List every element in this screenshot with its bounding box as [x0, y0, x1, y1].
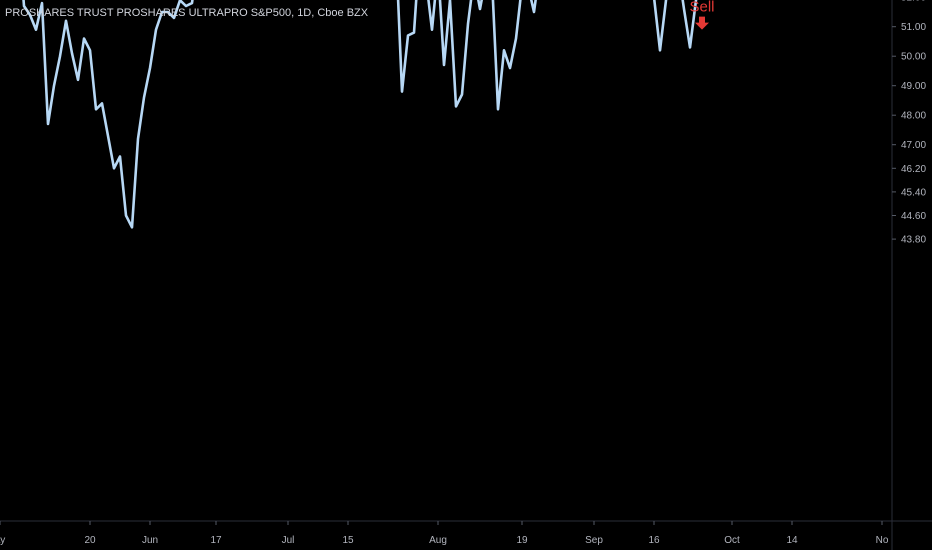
- annotations: BuySellBuy: [689, 0, 715, 30]
- price-tick-label: 47.00: [901, 140, 926, 151]
- price-tick-label: 50.00: [901, 52, 926, 63]
- time-tick-label: Aug: [429, 535, 447, 546]
- sell-label: Sell: [689, 0, 714, 16]
- time-tick-label: No: [876, 535, 889, 546]
- price-axis[interactable]: 43.80 44.60 45.40 46.20 47.00 48.00 49.00 50.00…: [891, 0, 932, 550]
- time-tick-label: 17: [210, 535, 222, 546]
- price-tick-label: 52.00: [901, 0, 926, 4]
- time-tick-label: 20: [84, 535, 96, 546]
- time-tick-label: 19: [516, 535, 528, 546]
- price-tick-label: 45.40: [901, 187, 926, 198]
- price-tick-label: 48.00: [901, 111, 926, 122]
- price-tick-label: 49.00: [901, 81, 926, 92]
- sell-arrow-icon: [695, 16, 709, 30]
- time-tick-label: Oct: [724, 535, 740, 546]
- time-tick-label: 14: [786, 535, 798, 546]
- price-tick-label: 51.00: [901, 22, 926, 33]
- price-series-line: [22, 0, 698, 229]
- time-tick-label: ay: [0, 535, 5, 546]
- chart-title: PROSHARES TRUST PROSHARES ULTRAPRO S&P50…: [5, 7, 369, 19]
- plot-area: [22, 0, 698, 229]
- time-axis[interactable]: ay 20 Jun 17 Jul 15 Aug 19 Sep 16 Oct 14 No: [0, 520, 932, 546]
- time-tick-label: 16: [648, 535, 660, 546]
- time-tick-label: Jun: [142, 535, 158, 546]
- price-tick-label: 43.80: [901, 235, 926, 246]
- price-tick-label: 44.60: [901, 211, 926, 222]
- time-tick-label: Jul: [282, 535, 295, 546]
- sell-signal[interactable]: Sell: [689, 0, 715, 30]
- time-tick-label: Sep: [585, 535, 603, 546]
- price-tick-label: 46.20: [901, 164, 926, 175]
- time-tick-label: 15: [342, 535, 354, 546]
